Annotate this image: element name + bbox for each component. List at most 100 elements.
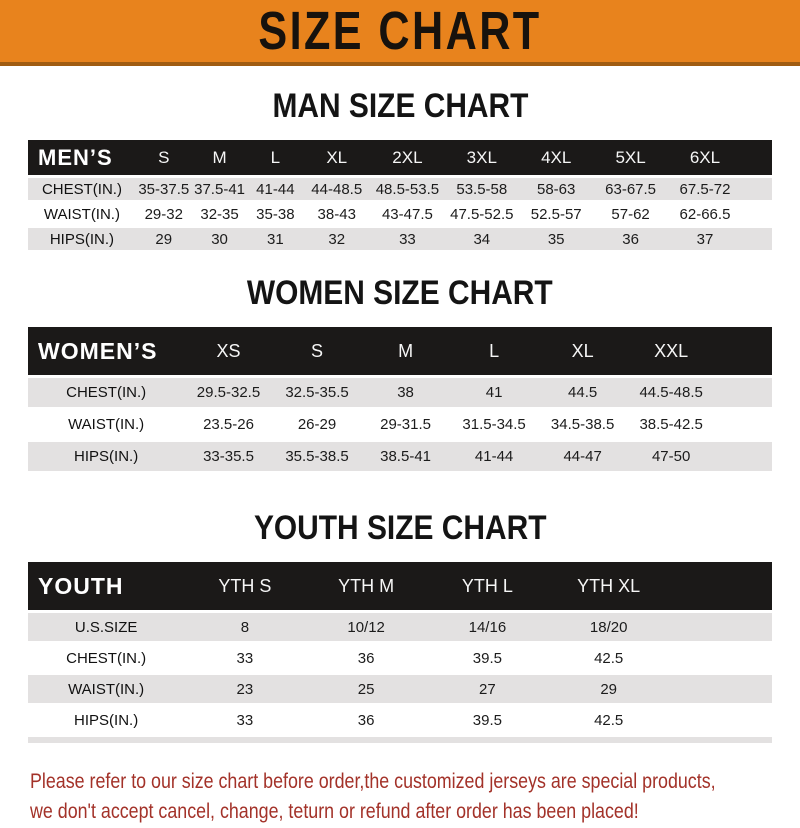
women-size-table-wrap: WOMEN’S XS S M L XL XXL CHEST(IN.) 29.5-32.5 32.5…: [28, 327, 772, 471]
size-value-cell: 58-63: [519, 175, 594, 200]
size-value-cell: 32-35: [191, 200, 248, 225]
men-size-section: MAN SIZE CHART MEN’S S M L XL 2XL 3XL 4XL 5XL 6XL…: [0, 89, 800, 250]
row-label: WAIST(IN.): [28, 200, 136, 225]
size-value-cell: 44-47: [538, 439, 627, 471]
header-spacer: [742, 140, 772, 175]
row-spacer: [742, 175, 772, 200]
size-column-header: 5XL: [593, 140, 668, 175]
size-column-header: 2XL: [370, 140, 445, 175]
order-notice-line-2: we don't accept cancel, change, teturn o…: [30, 800, 639, 824]
size-value-cell: 43-47.5: [370, 200, 445, 225]
size-value-cell: 34.5-38.5: [538, 407, 627, 439]
size-value-cell: 18/20: [548, 610, 670, 641]
row-spacer: [715, 375, 772, 407]
size-column-header: 4XL: [519, 140, 594, 175]
row-spacer: [669, 610, 772, 641]
table-row: CHEST(IN.) 29.5-32.5 32.5-35.5 38 41 44.5 44.5…: [28, 375, 772, 407]
row-label: CHEST(IN.): [28, 375, 185, 407]
size-value-cell: 10/12: [305, 610, 427, 641]
row-label: HIPS(IN.): [28, 225, 136, 250]
table-row: CHEST(IN.) 35-37.5 37.5-41 41-44 44-48.5 48.5…: [28, 175, 772, 200]
table-row: CHEST(IN.) 33 36 39.5 42.5: [28, 641, 772, 672]
section-heading-text: YOUTH SIZE CHART: [253, 509, 547, 547]
size-value-cell: 41: [449, 375, 539, 407]
size-value-cell: 32: [303, 225, 371, 250]
size-value-cell: 62-66.5: [667, 200, 743, 225]
size-column-header: XL: [303, 140, 371, 175]
table-corner-label: YOUTH: [28, 562, 185, 610]
size-value-cell: 25: [305, 672, 427, 703]
size-value-cell: 38-43: [303, 200, 371, 225]
size-column-header: 3XL: [444, 140, 519, 175]
row-label: HIPS(IN.): [28, 439, 185, 471]
size-value-cell: 47.5-52.5: [444, 200, 519, 225]
size-value-cell: 44.5: [538, 375, 627, 407]
size-column-header: S: [272, 327, 362, 375]
size-value-cell: 8: [184, 610, 306, 641]
size-value-cell: 34: [444, 225, 519, 250]
size-value-cell: 36: [305, 641, 427, 672]
row-spacer: [669, 672, 772, 703]
size-value-cell: 39.5: [426, 703, 549, 734]
size-value-cell: 67.5-72: [667, 175, 743, 200]
size-column-header: S: [135, 140, 192, 175]
size-value-cell: 41-44: [247, 175, 304, 200]
size-value-cell: 44-48.5: [303, 175, 371, 200]
size-value-cell: 48.5-53.5: [370, 175, 445, 200]
size-value-cell: 29: [135, 225, 192, 250]
size-value-cell: 37.5-41: [191, 175, 248, 200]
table-row: WAIST(IN.) 23 25 27 29: [28, 672, 772, 703]
section-heading-text: WOMEN SIZE CHART: [247, 274, 553, 312]
youth-size-table-wrap: YOUTH YTH S YTH M YTH L YTH XL U.S.SIZE 8 10/12…: [28, 562, 772, 743]
size-value-cell: 41-44: [449, 439, 539, 471]
size-value-cell: 53.5-58: [444, 175, 519, 200]
youth-size-table: YOUTH YTH S YTH M YTH L YTH XL U.S.SIZE 8 10/12…: [28, 562, 772, 734]
size-value-cell: 57-62: [593, 200, 668, 225]
row-label: HIPS(IN.): [28, 703, 185, 734]
size-column-header: M: [361, 327, 450, 375]
row-label: CHEST(IN.): [28, 175, 136, 200]
table-corner-label: MEN’S: [28, 140, 136, 175]
row-spacer: [715, 439, 772, 471]
table-row: WAIST(IN.) 29-32 32-35 35-38 38-43 43-47.5 47.…: [28, 200, 772, 225]
size-value-cell: 35-37.5: [135, 175, 192, 200]
banner-title: SIZE CHART: [258, 1, 542, 61]
size-column-header: 6XL: [667, 140, 743, 175]
size-column-header: YTH XL: [548, 562, 670, 610]
men-size-table-wrap: MEN’S S M L XL 2XL 3XL 4XL 5XL 6XL CHEST(IN.) 35-37…: [28, 140, 772, 250]
section-heading: WOMEN SIZE CHART: [0, 276, 800, 310]
section-heading-text: MAN SIZE CHART: [272, 87, 528, 125]
size-value-cell: 36: [593, 225, 668, 250]
size-value-cell: 30: [191, 225, 248, 250]
row-label: WAIST(IN.): [28, 672, 185, 703]
section-heading: MAN SIZE CHART: [0, 89, 800, 123]
size-value-cell: 33: [370, 225, 445, 250]
size-value-cell: 26-29: [272, 407, 362, 439]
size-value-cell: 38.5-42.5: [626, 407, 716, 439]
size-column-header: XS: [184, 327, 273, 375]
table-header-row: MEN’S S M L XL 2XL 3XL 4XL 5XL 6XL: [28, 140, 772, 175]
size-value-cell: 44.5-48.5: [626, 375, 716, 407]
row-label: U.S.SIZE: [28, 610, 185, 641]
size-column-header: M: [191, 140, 248, 175]
size-value-cell: 23: [184, 672, 306, 703]
order-notice-line-1: Please refer to our size chart before or…: [30, 770, 716, 793]
size-value-cell: 35.5-38.5: [272, 439, 362, 471]
men-size-table: MEN’S S M L XL 2XL 3XL 4XL 5XL 6XL CHEST(IN.) 35-37…: [28, 140, 772, 250]
size-value-cell: 27: [426, 672, 549, 703]
size-value-cell: 47-50: [626, 439, 716, 471]
size-value-cell: 39.5: [426, 641, 549, 672]
size-value-cell: 32.5-35.5: [272, 375, 362, 407]
size-value-cell: 63-67.5: [593, 175, 668, 200]
size-column-header: XL: [538, 327, 627, 375]
size-value-cell: 31.5-34.5: [449, 407, 539, 439]
row-spacer: [715, 407, 772, 439]
order-notice: Please refer to our size chart before or…: [30, 767, 800, 828]
size-column-header: XXL: [626, 327, 716, 375]
size-value-cell: 52.5-57: [519, 200, 594, 225]
women-size-table: WOMEN’S XS S M L XL XXL CHEST(IN.) 29.5-32.5 32.5…: [28, 327, 772, 471]
size-value-cell: 36: [305, 703, 427, 734]
size-value-cell: 31: [247, 225, 304, 250]
size-column-header: YTH L: [426, 562, 549, 610]
size-value-cell: 42.5: [548, 641, 670, 672]
